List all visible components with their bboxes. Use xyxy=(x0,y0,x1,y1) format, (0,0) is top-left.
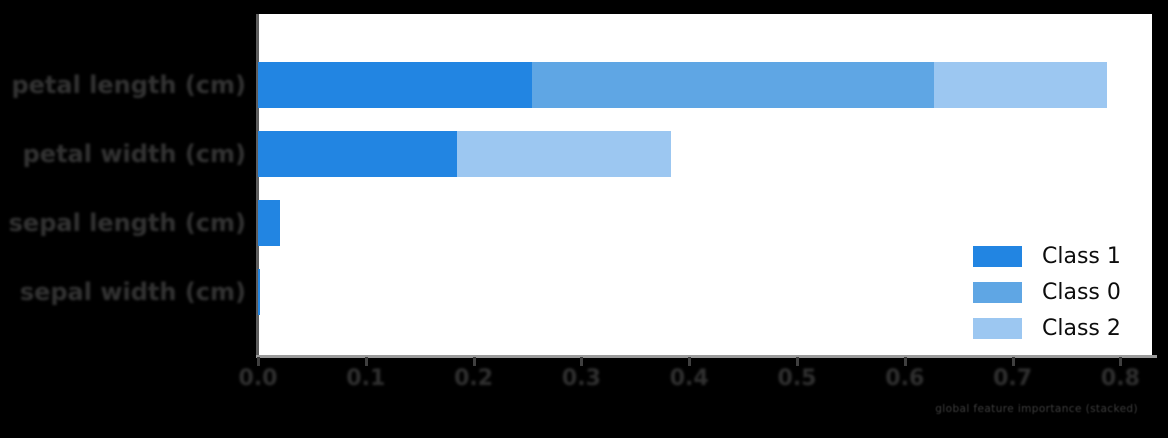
caption: global feature importance (stacked) xyxy=(935,403,1138,415)
bar-segment-class-1 xyxy=(258,269,260,315)
x-tick-0.6 xyxy=(903,357,907,366)
x-tick-0.0 xyxy=(257,357,260,366)
x-tick-label-0.7: 0.7 xyxy=(993,366,1033,391)
bar-segment-class-2 xyxy=(934,62,1107,108)
legend-row-class-2: Class 2 xyxy=(973,310,1121,346)
y-axis-line xyxy=(256,14,259,356)
bar-segment-class-1 xyxy=(258,62,532,108)
category-label-sepal-length-cm-: sepal length (cm) xyxy=(8,209,246,237)
x-tick-0.1 xyxy=(364,357,368,366)
legend-row-class-1: Class 1 xyxy=(973,238,1121,274)
bar-row-sepal-length-cm- xyxy=(258,200,280,246)
category-label-petal-width-cm-: petal width (cm) xyxy=(22,140,246,168)
legend-swatch-class-0 xyxy=(973,281,1022,303)
x-tick-label-0.3: 0.3 xyxy=(561,366,601,391)
legend-label-class-2: Class 2 xyxy=(1042,315,1121,341)
legend-swatch-class-1 xyxy=(973,245,1022,267)
x-tick-0.7 xyxy=(1011,357,1015,366)
x-tick-0.2 xyxy=(472,357,476,366)
x-tick-label-0.8: 0.8 xyxy=(1100,366,1140,391)
legend-label-class-1: Class 1 xyxy=(1042,243,1121,269)
x-tick-label-0.1: 0.1 xyxy=(346,366,386,391)
x-tick-label-0.4: 0.4 xyxy=(669,366,709,391)
x-axis-line xyxy=(256,355,1157,358)
x-tick-label-0.5: 0.5 xyxy=(777,366,817,391)
x-tick-0.5 xyxy=(796,357,799,366)
bar-row-petal-width-cm- xyxy=(258,131,671,177)
bar-segment-class-2 xyxy=(457,131,671,177)
x-tick-0.8 xyxy=(1119,357,1123,366)
x-tick-0.4 xyxy=(688,357,692,366)
legend-swatch-class-2 xyxy=(973,317,1022,339)
legend-row-class-0: Class 0 xyxy=(973,274,1121,310)
x-tick-label-0.2: 0.2 xyxy=(454,366,494,391)
bar-segment-class-0 xyxy=(532,62,934,108)
bar-row-petal-length-cm- xyxy=(258,62,1107,108)
legend: Class 1 Class 0 Class 2 xyxy=(973,238,1121,346)
x-tick-0.3 xyxy=(580,357,584,366)
category-label-sepal-width-cm-: sepal width (cm) xyxy=(19,278,246,306)
category-label-petal-length-cm-: petal length (cm) xyxy=(11,71,246,99)
legend-label-class-0: Class 0 xyxy=(1042,279,1121,305)
x-tick-label-0.0: 0.0 xyxy=(238,366,278,391)
bar-segment-class-1 xyxy=(258,131,457,177)
x-tick-label-0.6: 0.6 xyxy=(885,366,925,391)
bar-segment-class-1 xyxy=(258,200,280,246)
bar-row-sepal-width-cm- xyxy=(258,269,260,315)
